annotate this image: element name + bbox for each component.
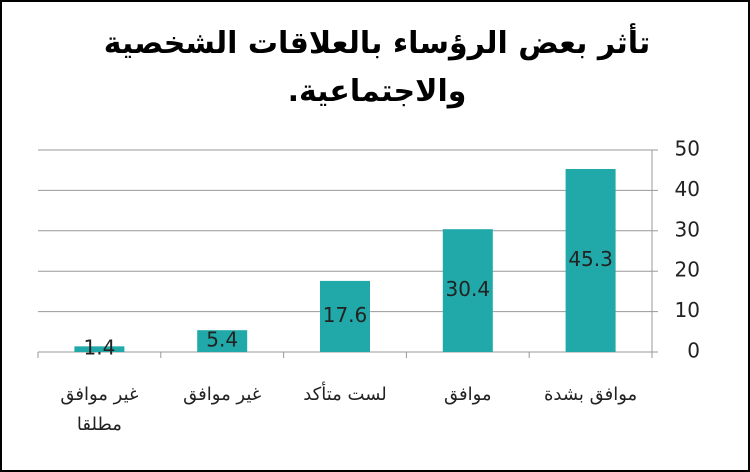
value-label: 30.4 [446, 277, 491, 301]
bar [197, 330, 248, 352]
y-tick-label: 30 [675, 217, 700, 241]
chart-title: تأثر بعض الرؤساء بالعلاقات الشخصية والاج… [103, 26, 651, 109]
value-label: 5.4 [206, 328, 238, 352]
x-tick-label: لست متأكد [303, 384, 387, 405]
value-label: 1.4 [83, 336, 115, 360]
x-tick-label: موافق بشدة [543, 384, 638, 405]
bar [320, 280, 370, 352]
y-tick-label: 20 [675, 258, 700, 282]
value-label: 17.6 [323, 303, 368, 327]
y-tick-label: 40 [675, 177, 700, 201]
value-label: 45.3 [568, 247, 613, 271]
y-tick-label: 0 [687, 339, 700, 363]
y-tick-label: 50 [675, 137, 700, 161]
x-tick-label: غير موافق مطلقا [60, 384, 139, 435]
bar [565, 168, 616, 352]
bar [442, 229, 493, 352]
x-tick-label: موافق [444, 384, 492, 405]
y-tick-label: 10 [675, 298, 700, 322]
x-tick-label: غير موافق [183, 384, 262, 405]
bar [74, 346, 125, 352]
